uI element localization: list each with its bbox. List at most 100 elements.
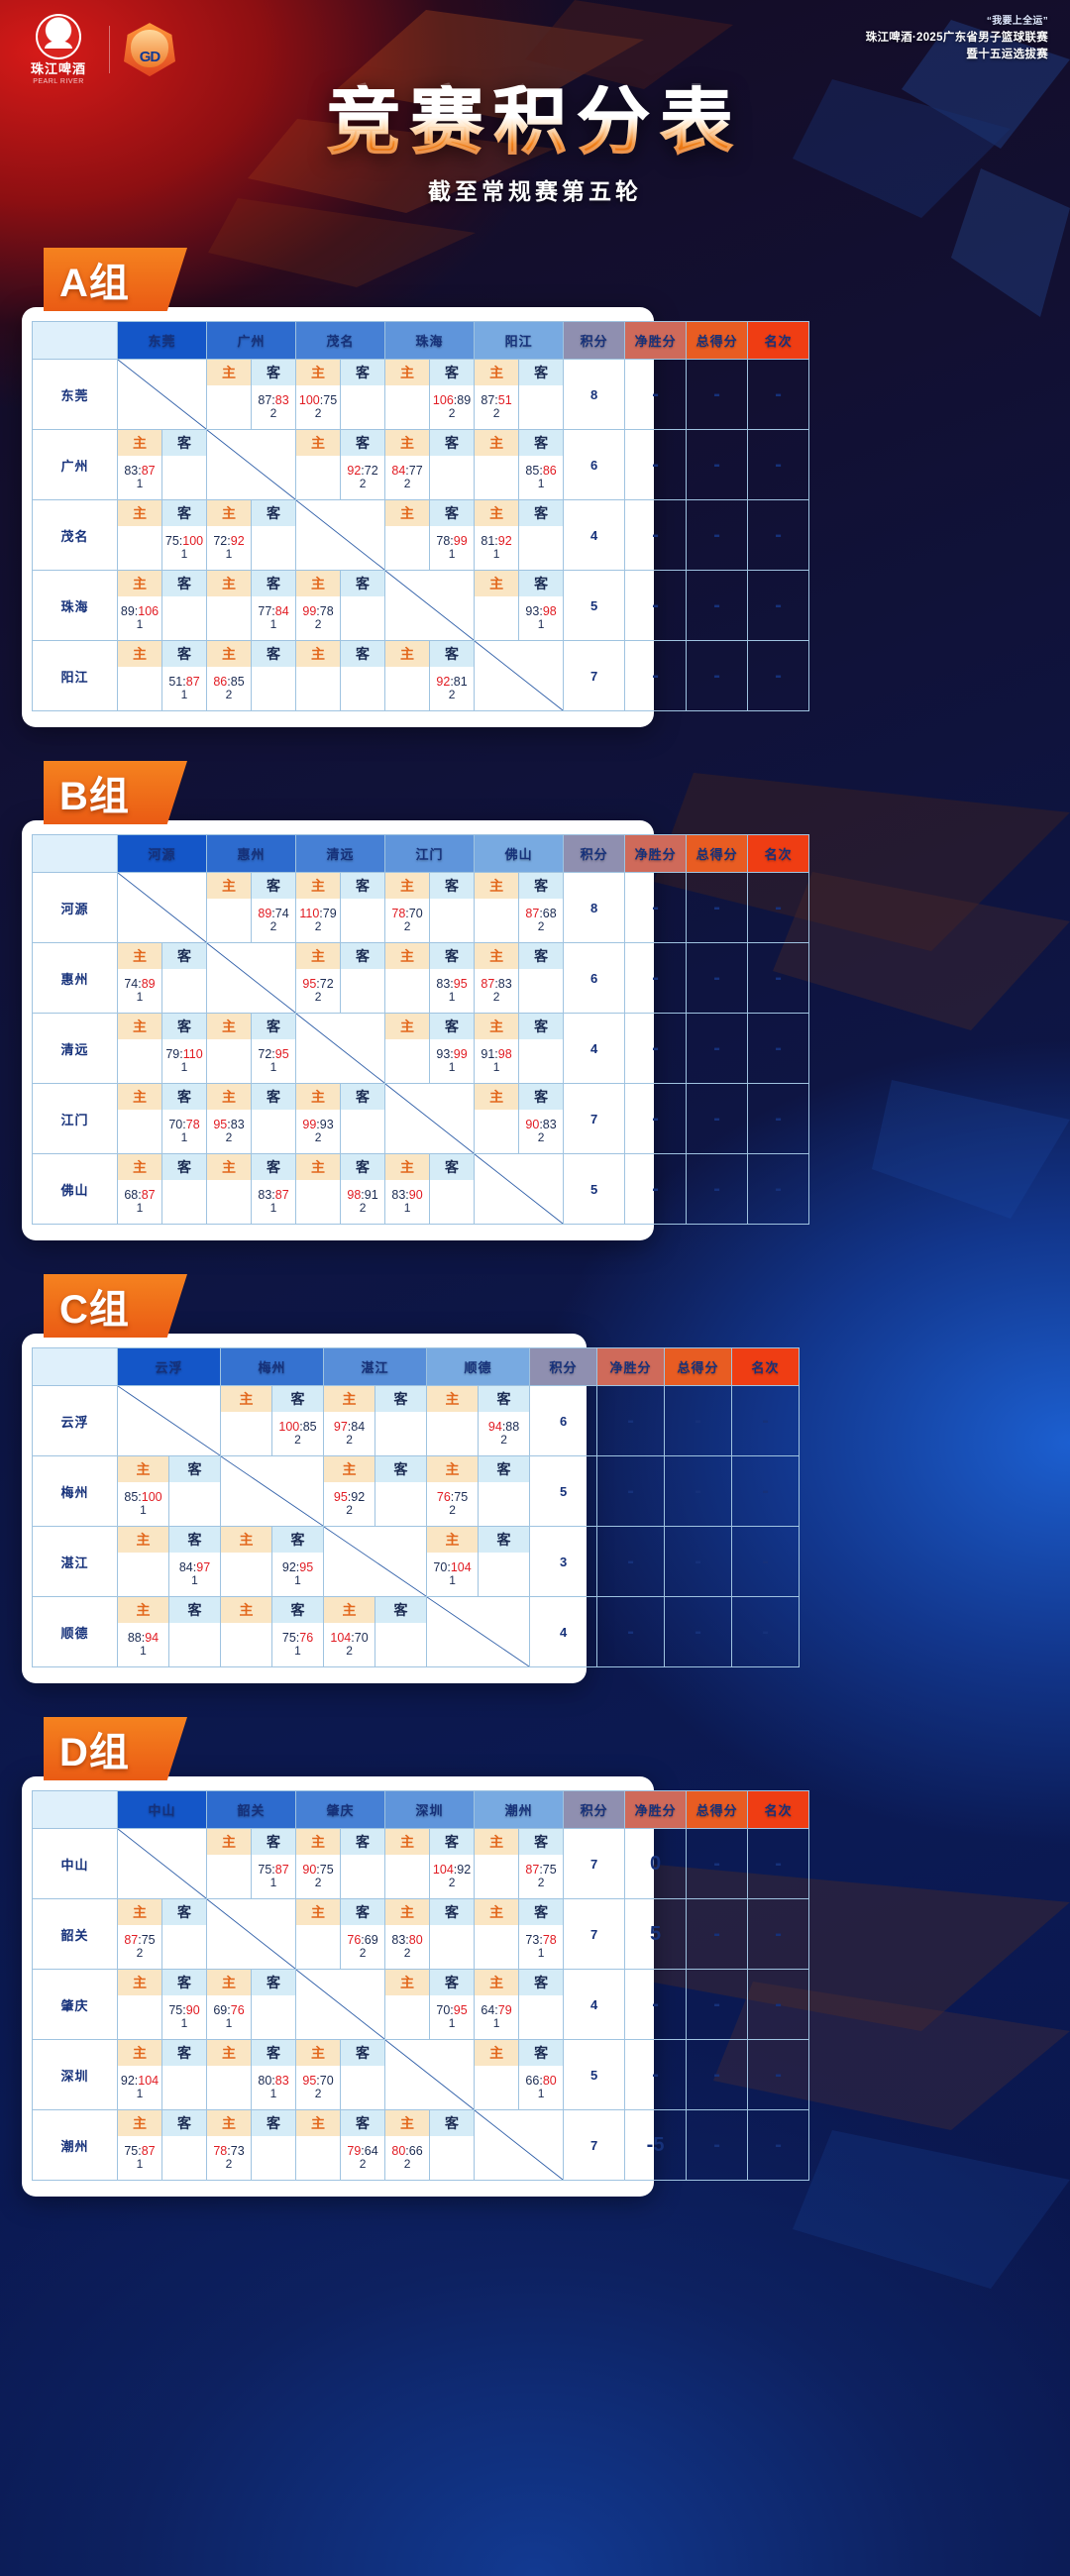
match-cell-away: 客 (340, 359, 386, 430)
match-cell-away: 客 (160, 2039, 208, 2110)
cell-points: 5 (563, 1153, 626, 1225)
away-match-points: 1 (537, 617, 545, 632)
match-cell-away: 客 (518, 1013, 565, 1084)
away-score-block (341, 667, 384, 710)
home-score-block: 81:92 1 (475, 526, 518, 570)
home-match-points: 1 (136, 2087, 144, 2101)
match-cell-away: 客 (251, 1969, 297, 2040)
group-block: B组 河源 惠州 清远 江门 佛山 积分 净胜分 总得分 名次 河源主客 89:74 2 主 110:79 2… (22, 761, 810, 1240)
cell-net-score: - (624, 640, 688, 711)
home-label: 主 (118, 943, 161, 969)
away-score-block (519, 969, 563, 1013)
away-score: 66:80 (525, 2073, 557, 2088)
away-label: 客 (430, 360, 475, 385)
row-team-name: 深圳 (32, 2039, 118, 2110)
diagonal-blank-cell (384, 1083, 476, 1154)
away-match-points: 1 (269, 1060, 277, 1075)
home-score-block (221, 1623, 271, 1666)
standings-table: 中山 韶关 肇庆 深圳 潮州 积分 净胜分 总得分 名次 中山主客 75:87 1 主 90:75 2 客主客… (32, 1790, 810, 2181)
away-match-points: 1 (448, 1060, 456, 1075)
match-cell-home: 主 (384, 1013, 431, 1084)
away-score-block (162, 456, 206, 499)
group-tag-D组: D组 (44, 1717, 187, 1780)
cell-net-score: - (596, 1596, 666, 1667)
away-score-block (169, 1482, 220, 1526)
gd-logo-text: GD (139, 49, 161, 66)
match-cell-home: 主 95:92 2 (323, 1455, 376, 1527)
match-cell-away: 客 (374, 1596, 428, 1667)
match-cell-home: 主 72:92 1 (206, 499, 253, 571)
column-header-team: 广州 (206, 321, 297, 360)
away-label: 客 (519, 571, 564, 596)
home-label: 主 (324, 1456, 375, 1482)
cell-points: 6 (563, 942, 626, 1014)
match-cell-away: 客 (429, 1898, 476, 1970)
home-label: 主 (207, 1970, 252, 1995)
away-label: 客 (252, 641, 296, 667)
away-score: 94:88 (487, 1419, 520, 1434)
cell-total-score: - (686, 640, 749, 711)
cell-points: 6 (563, 429, 626, 500)
away-score-block (341, 385, 384, 429)
home-score-block (475, 1925, 518, 1969)
row-team-name: 茂名 (32, 499, 118, 571)
home-score-block (475, 899, 518, 942)
away-score: 72:95 (258, 1046, 289, 1061)
away-match-points: 2 (294, 1433, 301, 1448)
away-score: 80:83 (258, 2073, 289, 2088)
group-card: 东莞 广州 茂名 珠海 阳江 积分 净胜分 总得分 名次 东莞主客 87:83 2 主 100:75 2 客主… (22, 307, 810, 727)
match-cell-home: 主 (474, 872, 520, 943)
match-cell-home: 主 (384, 942, 431, 1014)
away-match-points: 1 (294, 1573, 301, 1588)
column-header-team: 惠州 (206, 834, 297, 873)
away-label: 客 (162, 2040, 207, 2066)
away-score-block (162, 1925, 206, 1969)
cell-total-score: - (664, 1526, 733, 1597)
home-score-block: 64:79 1 (475, 1995, 518, 2039)
home-score: 78:70 (391, 906, 423, 920)
home-score-block (118, 667, 161, 710)
away-label: 客 (162, 2110, 207, 2136)
page-subtitle: 截至常规赛第五轮 (428, 178, 642, 204)
match-cell-away: 客 (160, 1898, 208, 1970)
group-block: A组 东莞 广州 茂名 珠海 阳江 积分 净胜分 总得分 名次 东莞主客 87:83 2 主 100:75 2… (22, 248, 810, 727)
away-label: 客 (272, 1527, 324, 1553)
row-team-name: 中山 (32, 1828, 118, 1899)
table-corner-cell (32, 321, 118, 360)
home-score: 87:75 (124, 1932, 156, 1947)
match-cell-home: 主 83:80 2 (384, 1898, 431, 1970)
logo-group: 珠江啤酒 PEARL RIVER GD (22, 14, 175, 85)
away-score-block: 70:78 1 (162, 1110, 206, 1153)
away-label: 客 (341, 360, 385, 385)
match-cell-away: 客 (429, 2109, 476, 2181)
diagonal-blank-cell (206, 1898, 297, 1970)
away-label: 客 (341, 1899, 385, 1925)
home-score-block: 89:106 1 (118, 596, 161, 640)
match-cell-home: 主 (117, 1013, 162, 1084)
match-cell-home: 主 (295, 2109, 342, 2181)
home-label: 主 (221, 1527, 272, 1553)
column-header-total_score: 总得分 (686, 834, 749, 873)
row-team-name: 阳江 (32, 640, 118, 711)
match-cell-home: 主 83:87 1 (117, 429, 162, 500)
match-cell-home: 主 (384, 640, 431, 711)
home-label: 主 (296, 1084, 341, 1110)
home-label: 主 (118, 2110, 161, 2136)
column-header-points: 积分 (563, 1790, 626, 1829)
home-score-block: 83:90 1 (385, 1180, 429, 1224)
away-label: 客 (252, 873, 296, 899)
home-label: 主 (475, 430, 519, 456)
diagonal-blank-cell (220, 1455, 325, 1527)
away-score-block (519, 1039, 563, 1083)
home-score-block (118, 1039, 161, 1083)
home-match-points: 2 (314, 1876, 322, 1890)
match-cell-home: 主 92:104 1 (117, 2039, 162, 2110)
home-score: 68:87 (124, 1187, 156, 1202)
match-cell-away: 客 92:81 2 (429, 640, 476, 711)
home-score-block (385, 526, 429, 570)
table-header-row: 中山 韶关 肇庆 深圳 潮州 积分 净胜分 总得分 名次 (32, 1790, 810, 1829)
match-cell-away: 客 (518, 359, 565, 430)
row-team-name: 湛江 (32, 1526, 118, 1597)
home-score-block (475, 596, 518, 640)
cell-rank: - (731, 1455, 801, 1527)
